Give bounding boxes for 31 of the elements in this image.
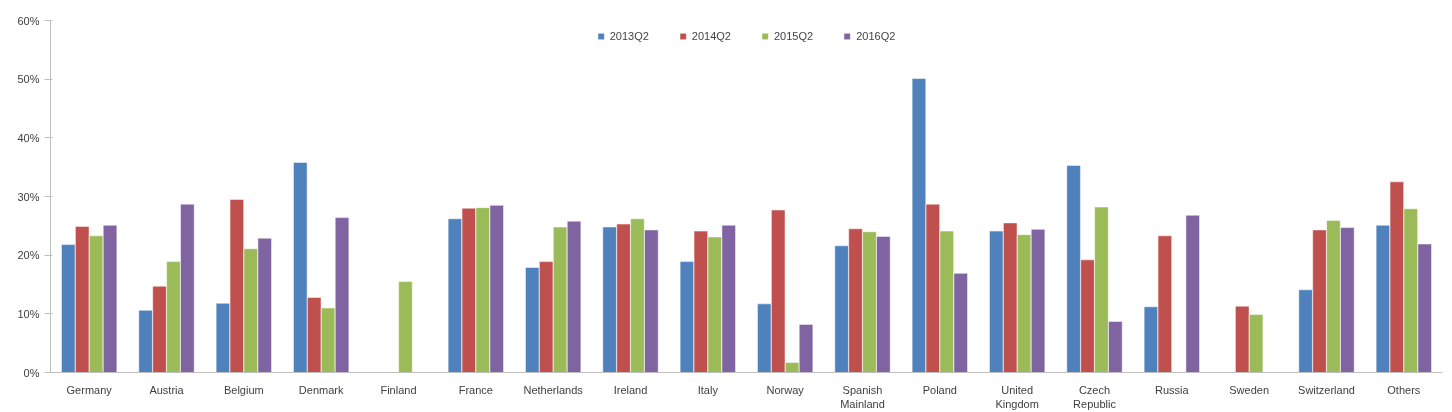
x-tick-label: Sweden [1229, 383, 1270, 396]
legend-label: 2013Q2 [609, 30, 649, 42]
x-tick-label: Ireland [613, 383, 648, 396]
x-tick-label: Belgium [223, 383, 264, 396]
x-tick-label: Finland [380, 383, 417, 396]
x-tick-label: Switzerland [1298, 383, 1355, 396]
y-tick-label: 20% [17, 249, 40, 262]
x-tick-label: Poland [922, 383, 957, 396]
x-tick-label: France [458, 383, 493, 396]
x-tick-label: Norway [766, 383, 805, 396]
bar [1185, 215, 1200, 373]
y-tick-label: 50% [17, 73, 40, 86]
legend-label: 2014Q2 [691, 30, 731, 42]
legend-label: 2015Q2 [774, 30, 814, 42]
x-tick-label: Czech Republic [1073, 383, 1117, 410]
y-tick-label: 0% [23, 366, 40, 379]
legend-label: 2016Q2 [856, 30, 896, 42]
x-tick-label: Spanish Mainland [840, 383, 885, 410]
y-tick-label: 30% [17, 190, 40, 203]
x-tick-label: Netherlands [523, 383, 584, 396]
y-tick-label: 10% [17, 307, 40, 320]
bar [398, 281, 413, 373]
y-tick-label: 60% [17, 14, 40, 27]
x-tick-label: United Kingdom [995, 383, 1039, 410]
x-tick-label: Germany [66, 383, 113, 396]
x-tick-label: Italy [697, 383, 719, 396]
x-tick-label: Denmark [298, 383, 344, 396]
x-tick-label: Austria [149, 383, 185, 396]
x-tick-label: Others [1387, 383, 1421, 396]
x-tick-label: Russia [1155, 383, 1190, 396]
y-tick-label: 40% [17, 131, 40, 144]
